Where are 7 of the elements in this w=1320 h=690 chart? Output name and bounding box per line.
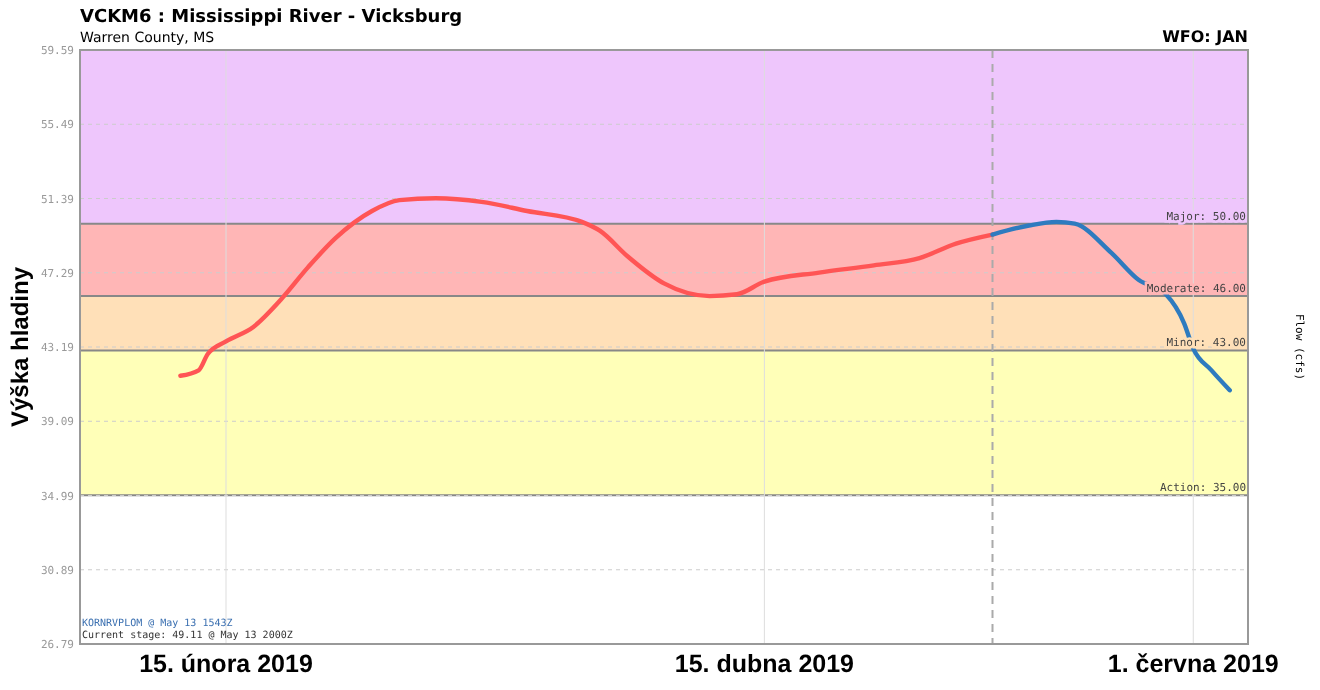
chart-title: VCKM6 : Mississippi River - Vicksburg (80, 8, 463, 28)
text: WFO: JAN (1162, 28, 1248, 46)
y-axis-title: Výška hladiny (6, 266, 34, 428)
x-tick-label: 1. června 2019 (1107, 650, 1279, 678)
line-series (178, 196, 995, 378)
x-tick-label: 15. dubna 2019 (674, 650, 855, 678)
x-tick-label: 15. února 2019 (139, 650, 313, 678)
